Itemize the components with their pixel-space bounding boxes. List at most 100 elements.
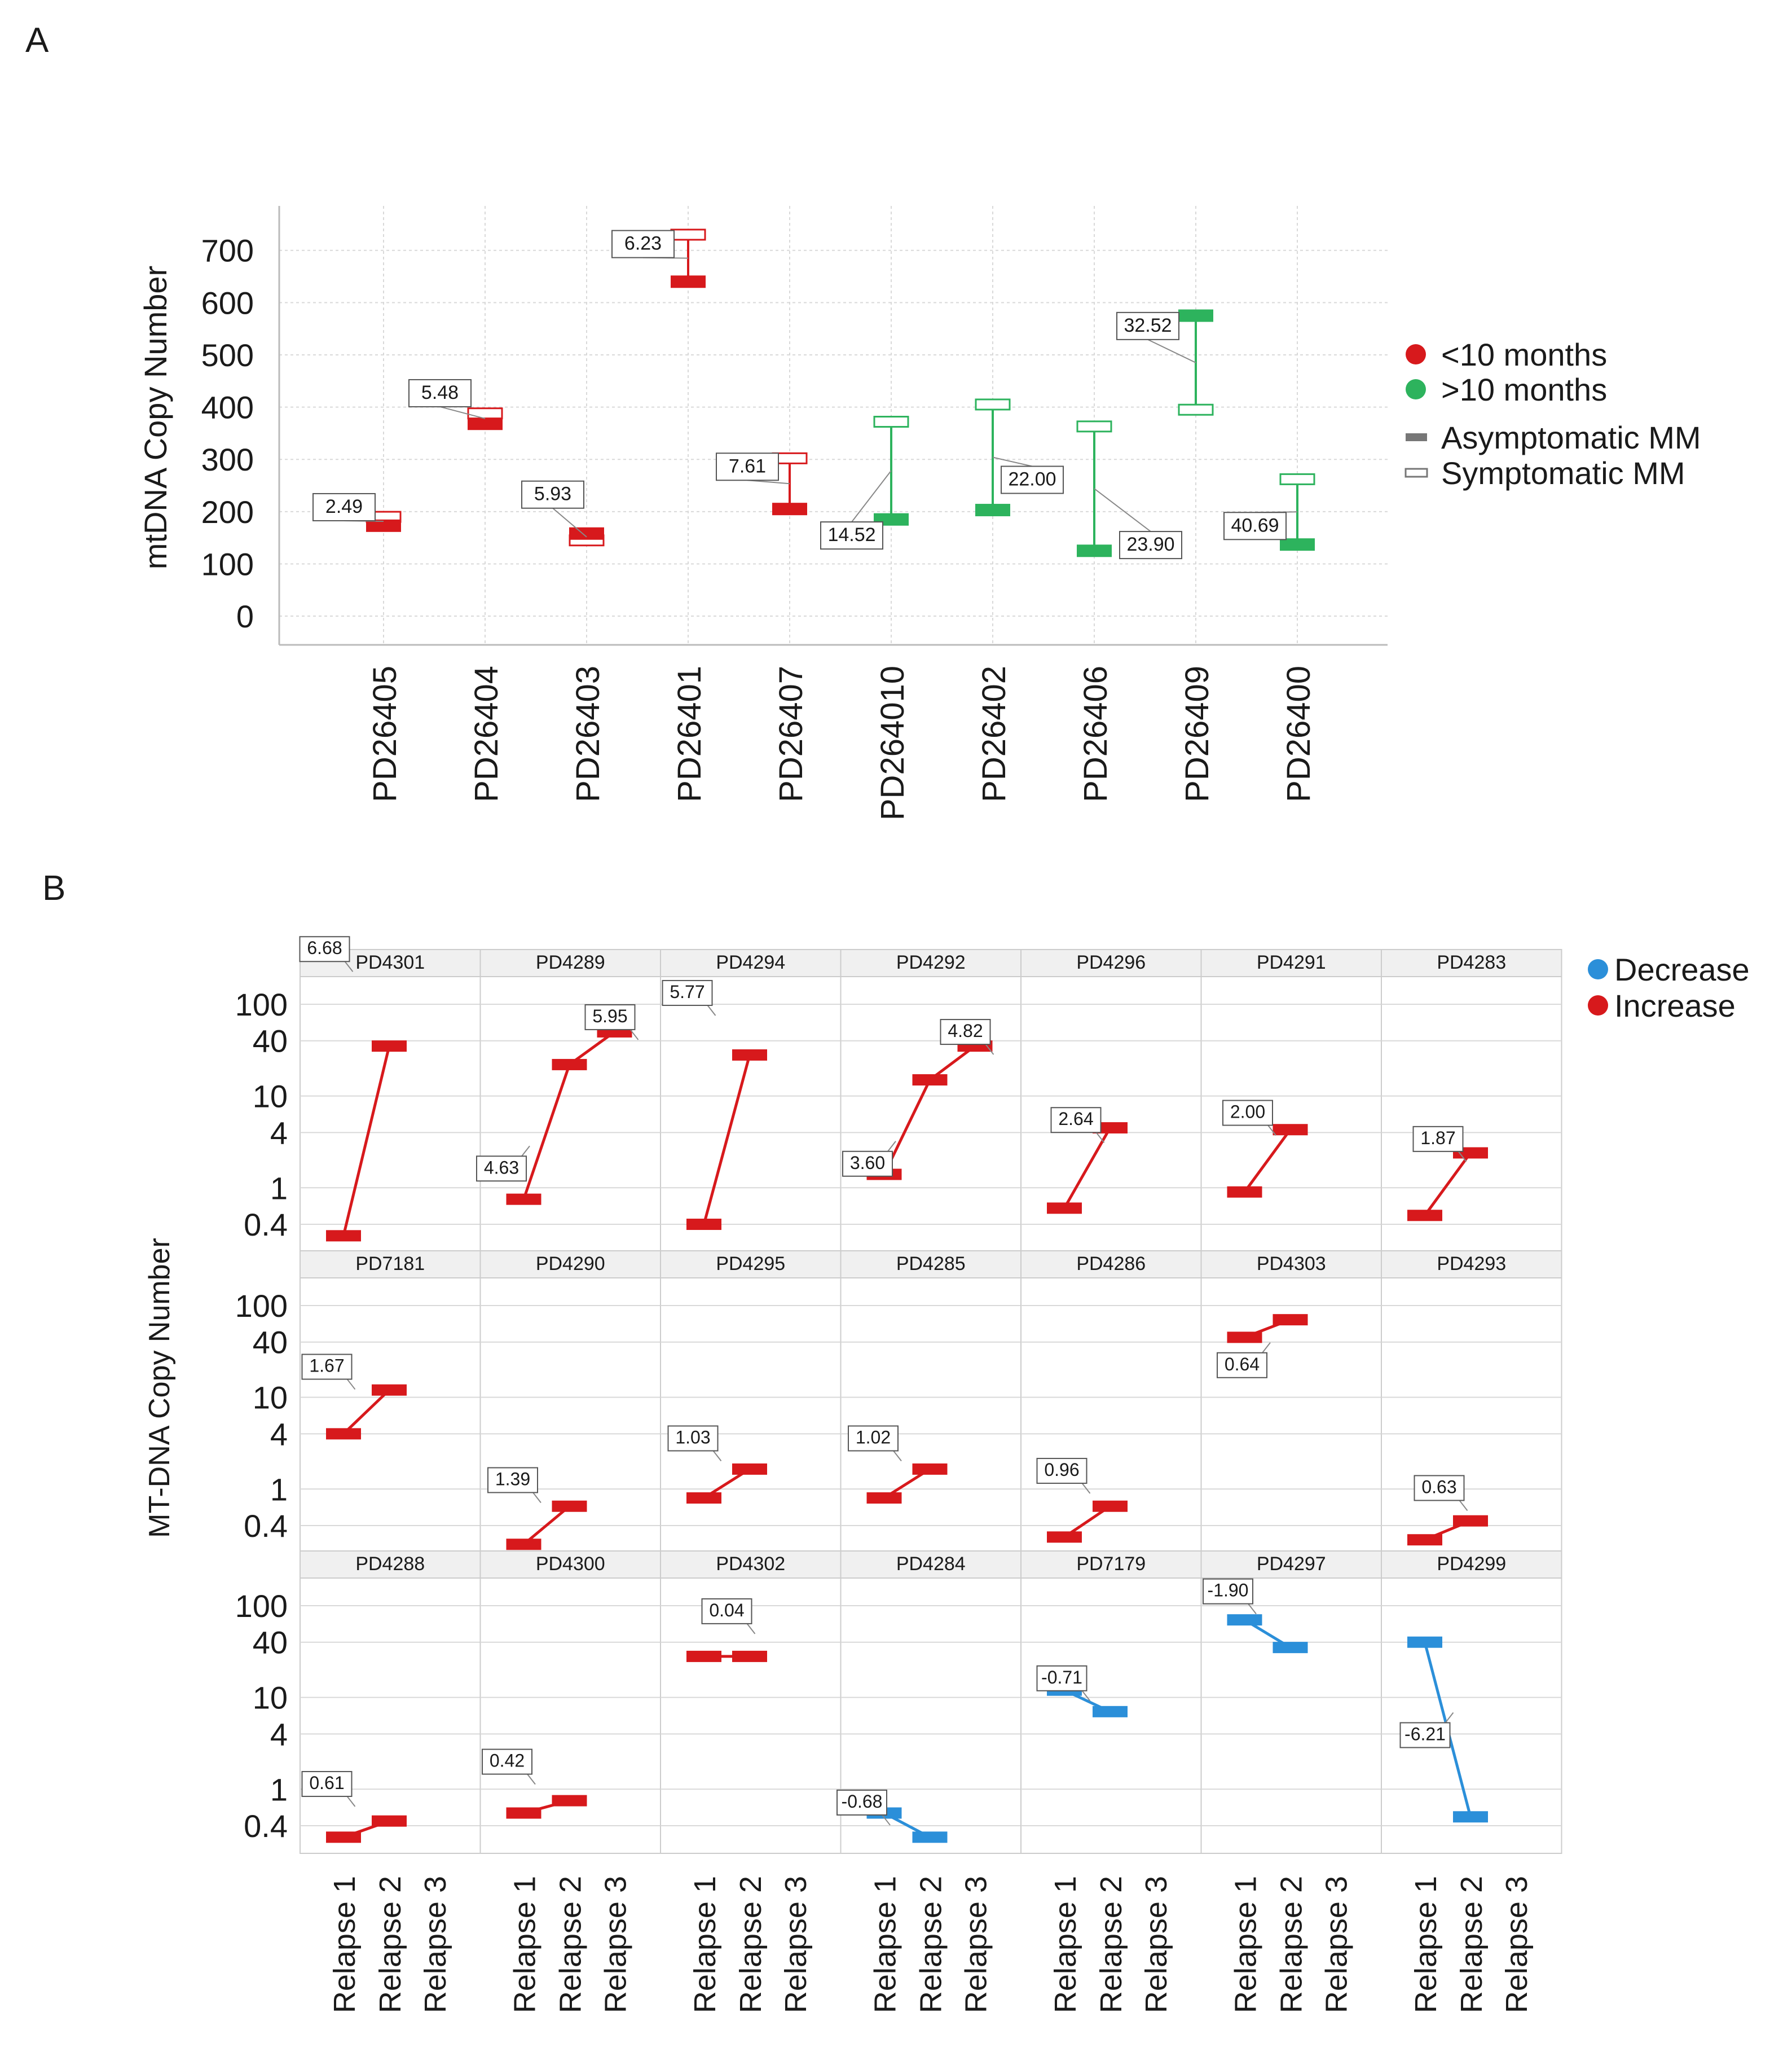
value-label: 2.49 xyxy=(325,496,363,517)
y-tick-label: 1 xyxy=(270,1471,288,1507)
symptomatic-marker xyxy=(873,416,909,428)
facet-panel xyxy=(1020,1277,1202,1554)
relapse-marker xyxy=(1093,1706,1128,1717)
value-label: 0.04 xyxy=(709,1600,744,1620)
y-tick-label: 100 xyxy=(201,546,254,582)
label-leader-line xyxy=(1458,1151,1467,1162)
value-label: 32.52 xyxy=(1124,315,1172,336)
value-label-box xyxy=(701,1598,752,1624)
y-tick-label: 40 xyxy=(253,1023,288,1059)
x-tick-label: Relapse 2 xyxy=(1455,1876,1489,2013)
y-tick-label: 40 xyxy=(253,1325,288,1360)
facet-title: PD4286 xyxy=(1076,1253,1146,1274)
legend-label: Asymptomatic MM xyxy=(1441,420,1701,455)
x-tick-label: Relapse 3 xyxy=(959,1876,993,2013)
relapse-marker xyxy=(1453,1811,1488,1823)
y-tick-label: 100 xyxy=(235,1588,288,1624)
value-label-box xyxy=(1223,512,1287,540)
relapse-marker xyxy=(552,1058,587,1070)
value-label-box xyxy=(1222,1100,1273,1126)
dumbbell-pd26402: 22.00 xyxy=(975,398,1064,517)
value-label: 5.93 xyxy=(534,484,571,505)
value-label-box xyxy=(312,493,376,521)
facet-strip xyxy=(1020,1550,1202,1579)
facet-pd4290: PD4290 1.39 xyxy=(479,1250,661,1554)
y-tick-label: 40 xyxy=(253,1625,288,1660)
value-label-box xyxy=(1399,1722,1451,1748)
value-label-box xyxy=(1036,1665,1087,1691)
asymptomatic-marker xyxy=(671,275,706,288)
facet-pd4283: PD4283 1.87 xyxy=(1381,949,1562,1252)
asymptomatic-marker xyxy=(772,503,807,516)
facet-strip xyxy=(660,1550,842,1579)
dumbbell-pd26407: 7.61 xyxy=(716,452,808,516)
panel-a-legend: <10 months>10 months Asymptomatic MMSympt… xyxy=(1404,337,1701,491)
x-tick-label: Relapse 2 xyxy=(1094,1876,1128,2013)
value-label: 1.87 xyxy=(1420,1128,1455,1148)
facet-pd4289: PD4289 5.95 4.63 xyxy=(476,949,661,1252)
panel-a-marks: 2.49 5.48 5.93 6.23 7.61 14.52 22.00 23.90 32.52… xyxy=(312,228,1315,560)
facet-pd4297: PD4297 -1.90 Relapse 1 Relapse 2 Relapse 3 xyxy=(1200,1550,1382,2013)
symptomatic-marker xyxy=(1178,403,1214,416)
panel-b-letter: B xyxy=(42,869,65,908)
dumbbell-pd26409: 32.52 xyxy=(1116,309,1214,416)
legend-dot xyxy=(1406,344,1426,364)
legend-entry-asymptomatic-mm: Asymptomatic MM xyxy=(1406,420,1701,455)
y-tick-label: 0 xyxy=(236,599,254,634)
value-label: 5.95 xyxy=(592,1006,627,1026)
value-label-box xyxy=(716,452,779,481)
facet-pd4302: PD4302 0.04 Relapse 1 Relapse 2 Relapse 3 xyxy=(660,1550,842,2013)
label-leader-line xyxy=(1459,1500,1468,1511)
label-leader-line xyxy=(992,456,1033,467)
relapse-marker xyxy=(1273,1314,1308,1326)
label-leader-line xyxy=(712,1450,722,1462)
trend-line xyxy=(1423,1152,1472,1216)
panel-a-letter: A xyxy=(25,21,49,60)
legend-entry-symptomatic-mm: Symptomatic MM xyxy=(1404,455,1685,491)
value-label: 23.90 xyxy=(1126,534,1174,555)
legend-label: Increase xyxy=(1614,988,1736,1023)
x-tick-label: Relapse 3 xyxy=(1500,1876,1534,2013)
label-leader-line xyxy=(746,1623,756,1634)
value-label-box xyxy=(299,936,350,963)
value-label: 0.42 xyxy=(490,1751,525,1771)
x-tick-label: Relapse 1 xyxy=(688,1876,722,2013)
value-label-box xyxy=(487,1467,538,1493)
facet-panel xyxy=(660,1277,842,1554)
facet-panel xyxy=(300,1277,481,1554)
x-tick-label: PD26400 xyxy=(1280,666,1317,802)
x-tick-label: PD26402 xyxy=(976,666,1012,802)
relapse-marker xyxy=(1227,1186,1262,1198)
label-leader-line xyxy=(1267,1124,1276,1136)
x-tick-label: Relapse 1 xyxy=(1409,1876,1443,2013)
relapse-marker xyxy=(1407,1636,1442,1648)
asymptomatic-marker xyxy=(975,504,1010,517)
symptomatic-marker xyxy=(467,407,503,420)
trend-line xyxy=(342,1388,390,1435)
y-tick-label: 0.4 xyxy=(244,1808,288,1844)
label-leader-line xyxy=(527,1773,536,1785)
facet-title: PD4289 xyxy=(536,952,605,973)
facet-title: PD4288 xyxy=(355,1553,425,1575)
facet-pd4293: PD4293 0.63 xyxy=(1381,1250,1562,1554)
facet-title: PD4303 xyxy=(1257,1253,1326,1274)
x-tick-label: Relapse 3 xyxy=(1320,1876,1354,2013)
y-tick-label: 100 xyxy=(235,987,288,1022)
y-tick-label: 0.4 xyxy=(244,1508,288,1544)
relapse-marker xyxy=(686,1492,721,1504)
panel-a-chart: 0 100 200 300 400 500 600 700 PD26405 PD26404 PD26… xyxy=(138,206,1701,820)
value-label-box xyxy=(836,1789,887,1816)
x-tick-label: PD264010 xyxy=(874,666,911,820)
facet-title: PD7179 xyxy=(1076,1553,1146,1575)
x-tick-label: Relapse 2 xyxy=(373,1876,407,2013)
facet-title: PD4295 xyxy=(716,1253,785,1274)
relapse-marker xyxy=(506,1193,541,1205)
facet-panel xyxy=(840,1277,1022,1554)
facet-pd4286: PD4286 0.96 xyxy=(1020,1250,1202,1554)
facet-pd4292: PD4292 4.82 3.60 xyxy=(840,949,1022,1252)
x-tick-label: Relapse 3 xyxy=(1139,1876,1173,2013)
value-label: 1.02 xyxy=(856,1427,891,1447)
